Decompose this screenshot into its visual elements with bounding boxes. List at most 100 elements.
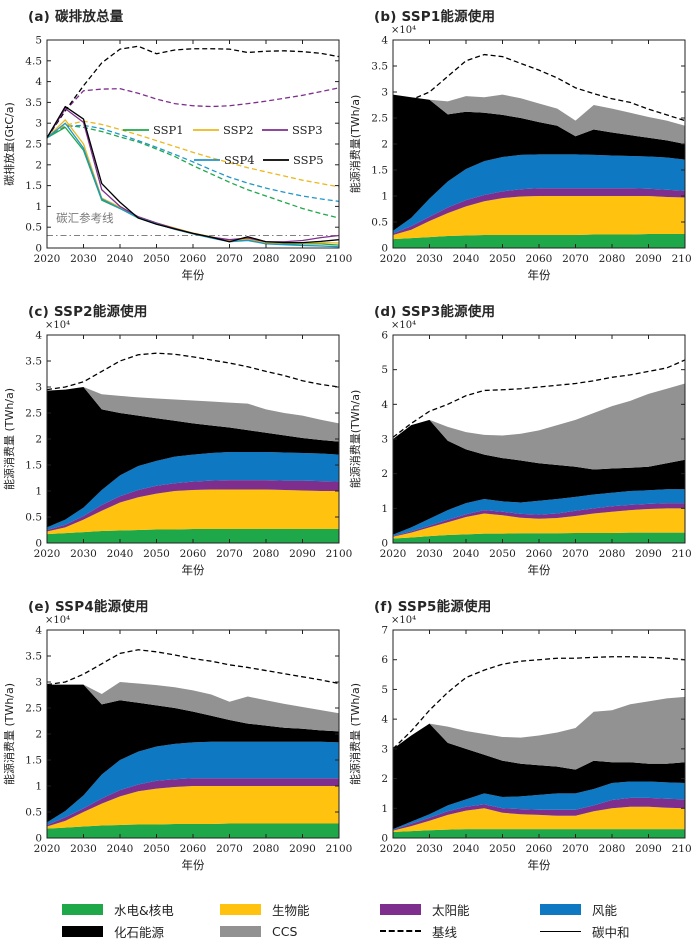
svg-text:3: 3: [35, 118, 42, 130]
legend-item-baseline: 基线: [380, 924, 458, 940]
svg-text:2030: 2030: [416, 548, 443, 560]
svg-text:4: 4: [381, 399, 388, 411]
svg-text:3.5: 3.5: [25, 356, 42, 368]
svg-text:3: 3: [381, 434, 388, 446]
svg-text:2: 2: [381, 773, 388, 785]
svg-text:2020: 2020: [380, 548, 407, 560]
svg-text:2080: 2080: [253, 548, 280, 560]
svg-text:2040: 2040: [453, 843, 480, 855]
svg-text:2050: 2050: [143, 548, 170, 560]
svg-text:2030: 2030: [416, 253, 443, 265]
svg-text:2020: 2020: [380, 843, 407, 855]
svg-text:能源消费量 (TWh/a): 能源消费量 (TWh/a): [2, 388, 16, 490]
svg-text:2030: 2030: [70, 253, 97, 265]
legend-label: 水电&核电: [114, 902, 174, 918]
panel-ssp3-energy: (d) SSP3能源使用 2020 2030 2040 2050 2060 2070 208…: [346, 295, 692, 590]
svg-text:1: 1: [381, 803, 388, 815]
svg-text:0.5: 0.5: [25, 807, 42, 819]
svg-text:4: 4: [35, 76, 42, 88]
svg-text:年份: 年份: [528, 858, 551, 872]
svg-text:0: 0: [35, 833, 42, 845]
svg-text:3: 3: [35, 382, 42, 394]
svg-text:3: 3: [381, 87, 388, 99]
svg-text:2060: 2060: [526, 843, 553, 855]
chart-a: 2020 2030 2040 2050 2060 2070 2080 2090 2100 0 0.5…: [2, 35, 352, 283]
svg-text:SSP2: SSP2: [223, 123, 254, 137]
svg-text:碳汇参考线: 碳汇参考线: [56, 211, 114, 225]
svg-text:SSP3: SSP3: [292, 123, 323, 137]
legend-label: 碳中和: [592, 924, 630, 940]
svg-text:×10⁴: ×10⁴: [391, 615, 416, 626]
svg-text:2.5: 2.5: [25, 703, 42, 715]
panel-d-title: (d) SSP3能源使用: [374, 304, 496, 320]
svg-text:2050: 2050: [143, 843, 170, 855]
svg-text:1.5: 1.5: [25, 755, 42, 767]
svg-text:2080: 2080: [599, 843, 626, 855]
svg-text:能源消费量 (TWh/a): 能源消费量 (TWh/a): [2, 683, 16, 785]
biomass-swatch: [220, 903, 261, 915]
hydro-nuclear-swatch: [62, 903, 103, 915]
svg-text:2.5: 2.5: [371, 113, 388, 125]
legend-item-fossil: 化石能源: [62, 924, 164, 940]
panel-a-title: (a) 碳排放总量: [28, 9, 124, 25]
panel-e-title: (e) SSP4能源使用: [28, 599, 149, 615]
chart-f: 2020 2030 2040 2050 2060 2070 2080 2090 2100 0 1 2 3…: [348, 615, 692, 872]
svg-text:能源消费量(TWh/a): 能源消费量(TWh/a): [348, 390, 362, 489]
panel-ssp5-energy: (f) SSP5能源使用 2020 2030 2040 2050 2060 2070 208…: [346, 590, 692, 885]
svg-text:1: 1: [35, 781, 42, 793]
svg-text:6: 6: [381, 654, 388, 666]
svg-text:2060: 2060: [526, 548, 553, 560]
legend-label: 基线: [432, 924, 458, 940]
svg-text:2050: 2050: [489, 253, 516, 265]
baseline-dashed-line-icon: [380, 930, 421, 932]
svg-text:1: 1: [381, 503, 388, 515]
svg-text:0: 0: [381, 243, 388, 255]
svg-text:2030: 2030: [70, 843, 97, 855]
svg-text:3.5: 3.5: [371, 61, 388, 73]
svg-text:能源消费量(TWh/a): 能源消费量(TWh/a): [348, 95, 362, 194]
svg-text:2040: 2040: [107, 843, 134, 855]
svg-text:×10⁴: ×10⁴: [45, 615, 70, 626]
svg-text:×10⁴: ×10⁴: [391, 320, 416, 331]
svg-text:2070: 2070: [562, 843, 589, 855]
svg-text:2100: 2100: [672, 253, 692, 265]
svg-text:2090: 2090: [289, 843, 316, 855]
svg-text:2040: 2040: [453, 548, 480, 560]
svg-text:年份: 年份: [182, 563, 205, 577]
svg-text:4.5: 4.5: [25, 55, 42, 67]
svg-text:2: 2: [381, 139, 388, 151]
svg-text:7: 7: [381, 625, 388, 637]
svg-text:2090: 2090: [289, 548, 316, 560]
svg-text:5: 5: [35, 35, 42, 47]
svg-text:0: 0: [35, 538, 42, 550]
svg-text:SSP1: SSP1: [153, 123, 184, 137]
svg-text:0: 0: [35, 243, 42, 255]
svg-text:5: 5: [381, 684, 388, 696]
svg-text:4: 4: [35, 625, 42, 637]
svg-text:1: 1: [35, 486, 42, 498]
svg-text:2040: 2040: [107, 548, 134, 560]
svg-text:2040: 2040: [107, 253, 134, 265]
svg-text:2090: 2090: [635, 253, 662, 265]
svg-text:2080: 2080: [253, 253, 280, 265]
svg-text:2090: 2090: [635, 843, 662, 855]
svg-text:2020: 2020: [34, 253, 61, 265]
svg-text:能源消费量 (TWh/a): 能源消费量 (TWh/a): [348, 683, 362, 785]
panel-f-title: (f) SSP5能源使用: [374, 599, 492, 615]
svg-text:2060: 2060: [180, 253, 207, 265]
svg-text:2080: 2080: [253, 843, 280, 855]
svg-text:2050: 2050: [489, 548, 516, 560]
svg-text:2080: 2080: [599, 253, 626, 265]
svg-text:1.5: 1.5: [371, 165, 388, 177]
svg-text:2070: 2070: [216, 253, 243, 265]
legend-item-biomass: 生物能: [220, 902, 310, 918]
svg-text:2020: 2020: [34, 548, 61, 560]
svg-text:3: 3: [381, 743, 388, 755]
legend-item-wind: 风能: [540, 902, 617, 918]
svg-text:3.5: 3.5: [25, 651, 42, 663]
svg-text:3.5: 3.5: [25, 97, 42, 109]
svg-text:SSP4: SSP4: [224, 153, 255, 167]
panel-carbon-emissions: (a) 碳排放总量 2020 2030 2040 2050 2060 2070 2080 20…: [0, 0, 352, 295]
svg-text:2060: 2060: [180, 843, 207, 855]
